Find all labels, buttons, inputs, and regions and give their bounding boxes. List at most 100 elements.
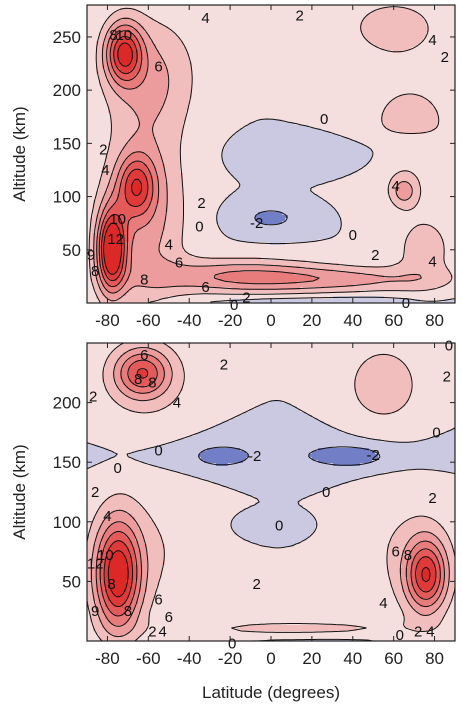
top-panel-field-cell — [216, 119, 220, 123]
top-panel-field-cell — [333, 119, 337, 123]
top-panel-field-cell — [357, 59, 361, 63]
top-panel-field-cell — [237, 50, 241, 54]
top-panel-field-cell — [165, 101, 169, 105]
top-panel-field-cell — [231, 113, 235, 117]
top-panel-field-cell — [198, 113, 202, 117]
top-panel-field-cell — [123, 110, 127, 114]
top-panel-field-cell — [291, 71, 295, 75]
top-panel-field-cell — [396, 68, 400, 72]
top-panel-field-cell — [144, 14, 148, 18]
top-panel-field-cell — [108, 5, 112, 9]
top-panel-field-cell — [177, 29, 181, 33]
top-panel-field-cell — [96, 83, 100, 87]
top-panel-field-cell — [396, 89, 400, 93]
top-panel-field-cell — [423, 50, 427, 54]
top-panel-field-cell — [132, 11, 136, 15]
top-panel-field-cell — [435, 5, 439, 9]
top-panel-field-cell — [240, 14, 244, 18]
top-panel-field-cell — [201, 56, 205, 60]
top-panel-field-cell — [114, 50, 118, 54]
top-panel-field-cell — [225, 17, 229, 21]
top-panel-field-cell — [195, 38, 199, 42]
top-panel-field-cell — [342, 14, 346, 18]
top-panel-field-cell — [135, 47, 139, 51]
top-panel-field-cell — [186, 26, 190, 30]
top-panel-field-cell — [429, 14, 433, 18]
top-panel-field-cell — [252, 53, 256, 57]
top-panel-field-cell — [342, 113, 346, 117]
top-panel-field-cell — [429, 47, 433, 51]
top-panel-field-cell — [192, 41, 196, 45]
top-panel-field-cell — [225, 65, 229, 69]
top-panel-field-cell — [261, 80, 265, 84]
top-panel-field-cell — [324, 53, 328, 57]
top-panel-field-cell — [264, 14, 268, 18]
top-panel-field-cell — [201, 125, 205, 129]
top-panel-field-cell — [123, 44, 127, 48]
top-panel-field-cell — [231, 122, 235, 126]
top-panel-field-cell — [261, 41, 265, 45]
top-panel-field-cell — [117, 71, 121, 75]
top-panel-field-cell — [423, 116, 427, 120]
top-panel-field-cell — [309, 35, 313, 39]
top-panel-field-cell — [129, 41, 133, 45]
top-panel-field-cell — [318, 89, 322, 93]
top-panel-field-cell — [324, 50, 328, 54]
top-panel-field-cell — [213, 92, 217, 96]
top-panel-field-cell — [411, 116, 415, 120]
top-panel-field-cell — [354, 71, 358, 75]
top-panel-field-cell — [126, 122, 130, 126]
top-panel-field-cell — [192, 8, 196, 12]
top-panel-field-cell — [222, 110, 226, 114]
top-panel-field-cell — [273, 116, 277, 120]
top-panel-field-cell — [333, 98, 337, 102]
top-panel-field-cell — [270, 125, 274, 129]
top-panel-field-cell — [282, 53, 286, 57]
top-panel-field-cell — [432, 23, 436, 27]
top-panel-field-cell — [294, 95, 298, 99]
top-panel-field-cell — [288, 86, 292, 90]
top-panel-field-cell — [126, 59, 130, 63]
top-panel-field-cell — [192, 23, 196, 27]
top-panel-field-cell — [240, 62, 244, 66]
top-panel-field-cell — [435, 53, 439, 57]
top-panel-field-cell — [309, 56, 313, 60]
top-panel-field-cell — [162, 98, 166, 102]
top-panel-field-cell — [363, 47, 367, 51]
top-panel-field-cell — [126, 14, 130, 18]
top-panel-field-cell — [342, 8, 346, 12]
top-panel-field-cell — [141, 74, 145, 78]
top-panel-field-cell — [213, 38, 217, 42]
top-panel-field-cell — [387, 65, 391, 69]
top-panel-field-cell — [354, 50, 358, 54]
top-panel-field-cell — [195, 80, 199, 84]
top-panel-field-cell — [249, 86, 253, 90]
top-panel-field-cell — [279, 38, 283, 42]
top-panel-field-cell — [417, 50, 421, 54]
top-panel-field-cell — [435, 29, 439, 33]
top-panel-field-cell — [384, 26, 388, 30]
top-panel-field-cell — [312, 38, 316, 42]
top-panel-field-cell — [258, 74, 262, 78]
top-panel-field-cell — [189, 56, 193, 60]
top-panel-field-cell — [225, 68, 229, 72]
top-panel-field-cell — [414, 38, 418, 42]
top-panel-field-cell — [240, 23, 244, 27]
top-panel-field-cell — [213, 89, 217, 93]
top-panel-field-cell — [120, 107, 124, 111]
top-panel-field-cell — [333, 83, 337, 87]
top-panel-field-cell — [411, 8, 415, 12]
top-panel-field-cell — [198, 116, 202, 120]
top-panel-field-cell — [126, 95, 130, 99]
top-panel-field-cell — [234, 56, 238, 60]
top-panel-field-cell — [150, 14, 154, 18]
top-panel-field-cell — [372, 47, 376, 51]
top-panel-field-cell — [351, 56, 355, 60]
top-panel-field-cell — [273, 107, 277, 111]
top-panel-field-cell — [246, 5, 250, 9]
top-panel-field-cell — [153, 38, 157, 42]
top-panel-field-cell — [336, 26, 340, 30]
top-panel-field-cell — [111, 98, 115, 102]
top-panel-field-cell — [147, 110, 151, 114]
top-panel-field-cell — [201, 80, 205, 84]
